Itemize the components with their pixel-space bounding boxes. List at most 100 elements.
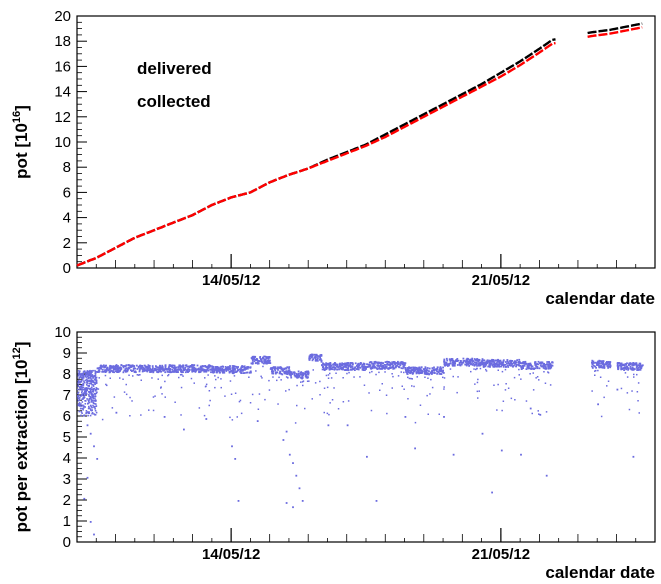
extraction-point (416, 369, 419, 372)
extraction-point (549, 367, 552, 370)
extraction-point (149, 370, 152, 373)
extraction-point (307, 371, 310, 373)
extraction-point (407, 368, 410, 371)
extraction-point (294, 422, 297, 424)
extraction-point (484, 365, 487, 368)
extraction-point (254, 356, 256, 358)
extraction-point (636, 365, 639, 367)
extraction-point (529, 362, 532, 365)
extraction-point (440, 368, 442, 371)
extraction-point (510, 397, 513, 400)
extraction-point (154, 368, 157, 370)
extraction-point (342, 368, 344, 371)
extraction-point (78, 404, 81, 407)
extraction-outlier (256, 420, 259, 422)
extraction-point (257, 359, 260, 362)
extraction-point (140, 367, 143, 370)
extraction-point (288, 367, 290, 369)
extraction-point (491, 360, 493, 363)
extraction-point (191, 370, 194, 373)
extraction-point (617, 366, 619, 369)
extraction-point (281, 370, 284, 372)
extraction-point (239, 399, 242, 402)
extraction-point (516, 359, 519, 361)
extraction-point (489, 360, 492, 362)
extraction-point (335, 365, 338, 368)
cumulative-y-axis-title-main: pot [10 (12, 123, 31, 179)
extraction-point (251, 359, 254, 362)
extraction-point (291, 373, 294, 375)
extraction-point (78, 373, 80, 376)
extraction-point (220, 378, 222, 380)
extraction-point (606, 365, 609, 368)
extraction-point (501, 370, 504, 373)
extraction-point (408, 366, 410, 369)
extraction-point (89, 373, 92, 375)
extraction-point (168, 364, 171, 367)
extraction-point (402, 363, 404, 365)
extraction-point (389, 364, 391, 367)
extraction-point (245, 368, 247, 370)
cumulative-y-axis-title: pot [1016] (11, 105, 31, 179)
extraction-point (97, 388, 100, 390)
extraction-point (78, 371, 81, 374)
extraction-point (91, 399, 94, 402)
extraction-point (217, 376, 219, 379)
extraction-point (257, 362, 260, 365)
extraction-point (532, 389, 535, 391)
extraction-point (141, 368, 144, 371)
extraction-point (186, 369, 188, 371)
extraction-point (347, 364, 350, 367)
extraction-point (91, 412, 94, 414)
extraction-point (359, 376, 361, 378)
extraction-point (591, 367, 594, 369)
extraction-point (130, 365, 133, 368)
extraction-point (477, 361, 480, 363)
extraction-point (533, 368, 535, 370)
extraction-point (95, 411, 98, 414)
extraction-point (477, 397, 479, 399)
extraction-point (193, 364, 196, 366)
extraction-point (171, 371, 174, 373)
extraction-point (431, 373, 433, 375)
extraction-point (347, 362, 349, 365)
extraction-point (183, 368, 185, 371)
extraction-point (498, 362, 501, 364)
extraction-point (171, 366, 174, 369)
extraction-point (412, 367, 415, 370)
extraction-point (88, 405, 90, 408)
extraction-point (538, 413, 540, 415)
extraction-point (119, 369, 121, 372)
extraction-point (542, 363, 545, 365)
extraction-point (125, 383, 127, 386)
extraction-point (426, 373, 428, 375)
extraction-point (94, 383, 96, 385)
extraction-point (419, 367, 421, 370)
extraction-point (124, 365, 127, 368)
extraction-point (485, 370, 488, 372)
extraction-point (481, 360, 484, 363)
extraction-point (260, 358, 263, 360)
extraction-point (186, 371, 189, 373)
extraction-point (220, 369, 222, 372)
extraction-point (594, 365, 596, 368)
extraction-point (322, 363, 325, 365)
extraction-point (431, 371, 433, 374)
extraction-point (497, 369, 499, 371)
extraction-point (211, 370, 214, 372)
extraction-point (524, 360, 527, 363)
extraction-point (252, 355, 255, 358)
extraction-point (502, 364, 505, 367)
extraction-point (443, 358, 446, 361)
extraction-point (468, 360, 470, 363)
extraction-point (375, 373, 377, 376)
extraction-outlier (282, 439, 285, 441)
extraction-point (426, 394, 428, 397)
extraction-point (77, 375, 80, 377)
extraction-point (636, 373, 638, 376)
extraction-point (619, 362, 622, 365)
extraction-point (280, 372, 283, 375)
